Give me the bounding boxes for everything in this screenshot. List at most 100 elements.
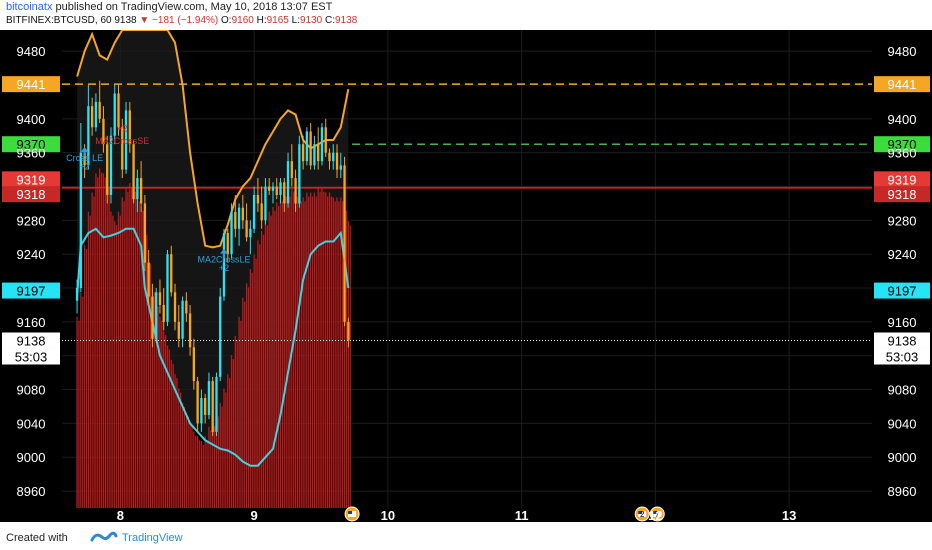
volume-bar bbox=[127, 191, 129, 509]
candle-body bbox=[275, 186, 278, 195]
volume-bar bbox=[157, 306, 159, 508]
author-link[interactable]: bitcoinatx bbox=[6, 1, 53, 13]
volume-bar bbox=[266, 225, 268, 508]
candle-body bbox=[343, 165, 346, 322]
volume-bar bbox=[189, 421, 191, 508]
price-axis-label: 9480 bbox=[17, 44, 46, 59]
candle-body bbox=[320, 127, 324, 162]
volume-bar bbox=[317, 187, 319, 509]
candle-body bbox=[317, 144, 320, 162]
price-tag bbox=[874, 136, 930, 153]
chart-header: bitcoinatx published on TradingView.com,… bbox=[0, 0, 932, 30]
price-axis-label: 9319 bbox=[888, 172, 917, 187]
price-axis-label: 9280 bbox=[888, 213, 917, 228]
price-axis-label: 9160 bbox=[888, 315, 917, 330]
candle-body bbox=[117, 93, 120, 128]
price-tag bbox=[874, 76, 930, 93]
signal-label: +2 bbox=[79, 162, 89, 172]
candle-body bbox=[90, 106, 94, 128]
price-tag bbox=[874, 186, 930, 203]
volume-bar bbox=[257, 240, 259, 508]
volume-bar bbox=[285, 196, 287, 508]
volume-bar bbox=[234, 335, 236, 508]
volume-bar bbox=[104, 177, 106, 508]
candle-body bbox=[136, 178, 139, 200]
volume-bar bbox=[315, 196, 317, 508]
candle-body bbox=[185, 300, 188, 314]
volume-bar bbox=[117, 211, 120, 508]
price-tag bbox=[2, 76, 60, 93]
price-axis-label: 9040 bbox=[888, 416, 917, 431]
price-tag bbox=[2, 282, 60, 299]
candle-body bbox=[200, 398, 203, 424]
candle-body bbox=[339, 165, 342, 170]
volume-bar bbox=[164, 335, 167, 508]
volume-bar bbox=[82, 296, 84, 508]
volume-bar bbox=[172, 363, 174, 508]
signal-label: +2 bbox=[117, 124, 127, 134]
candle-body bbox=[219, 296, 222, 377]
volume-bar bbox=[102, 173, 105, 508]
volume-bar bbox=[119, 215, 122, 508]
candle-body bbox=[102, 118, 105, 145]
candle-body bbox=[249, 228, 252, 238]
volume-bar bbox=[236, 339, 238, 508]
volume-bar bbox=[313, 192, 316, 508]
volume-bar bbox=[159, 316, 161, 508]
price-axis-label: 9080 bbox=[17, 383, 46, 398]
volume-bar bbox=[131, 186, 133, 508]
price-axis-label: 9370 bbox=[888, 137, 917, 152]
candle-body bbox=[170, 254, 173, 293]
price-axis-label: 9040 bbox=[17, 416, 46, 431]
candle-body bbox=[132, 144, 135, 200]
volume-bar bbox=[253, 254, 255, 508]
volume-bar bbox=[114, 221, 116, 508]
volume-bar bbox=[217, 416, 220, 508]
candle-body bbox=[75, 288, 79, 301]
event-flag-icon bbox=[348, 511, 353, 514]
volume-bar bbox=[255, 258, 257, 508]
volume-bar bbox=[289, 196, 291, 508]
volume-bar bbox=[83, 245, 86, 508]
volume-bar bbox=[76, 316, 78, 508]
low-value: 9130 bbox=[300, 15, 323, 26]
event-flag-icon bbox=[653, 511, 658, 514]
volume-bar bbox=[245, 283, 248, 508]
candle-body bbox=[283, 182, 286, 204]
volume-bar bbox=[215, 412, 218, 508]
volume-bar bbox=[342, 201, 344, 509]
volume-bar bbox=[80, 292, 82, 508]
price-axis-label: 9240 bbox=[17, 247, 46, 262]
candle-body bbox=[106, 144, 109, 195]
candle-body bbox=[124, 110, 128, 170]
candle-body bbox=[181, 300, 184, 339]
price-axis-label: 9400 bbox=[17, 112, 46, 127]
candle-body bbox=[347, 321, 350, 341]
candle-body bbox=[328, 152, 331, 162]
price-axis-label: 9138 bbox=[888, 333, 917, 348]
candle-body bbox=[207, 381, 211, 415]
volume-bar bbox=[336, 197, 338, 509]
volume-bar bbox=[174, 374, 176, 508]
volume-bar bbox=[330, 196, 333, 508]
tradingview-logo-icon bbox=[90, 531, 118, 542]
price-axis-label: 9197 bbox=[888, 284, 917, 299]
volume-bar bbox=[212, 421, 214, 508]
candle-body bbox=[147, 262, 150, 297]
volume-bar bbox=[99, 168, 101, 508]
volume-bar bbox=[264, 221, 267, 508]
price-tag bbox=[2, 186, 60, 203]
close-value: 9138 bbox=[335, 15, 358, 26]
candle-body bbox=[234, 211, 237, 229]
tradingview-brand[interactable]: TradingView bbox=[122, 532, 183, 544]
candle-body bbox=[211, 381, 214, 432]
candle-body bbox=[286, 161, 290, 204]
volume-bar bbox=[181, 402, 184, 508]
price-axis-label: 9441 bbox=[888, 77, 917, 92]
price-axis-label: 9318 bbox=[888, 187, 917, 202]
volume-bar bbox=[140, 206, 142, 509]
volume-bar bbox=[204, 436, 206, 508]
volume-bar bbox=[144, 230, 146, 508]
candle-body bbox=[279, 182, 282, 195]
